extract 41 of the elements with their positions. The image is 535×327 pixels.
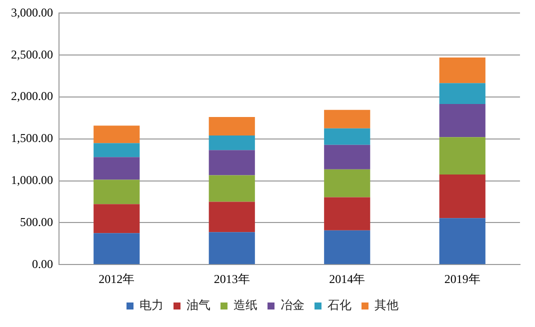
bar: [324, 144, 370, 170]
bar: [94, 157, 140, 180]
legend-label: 冶金: [280, 298, 304, 312]
bar: [324, 169, 370, 198]
y-tick-label: 0.00: [32, 256, 53, 271]
y-tick-label: 500.00: [20, 214, 53, 229]
bar: [324, 110, 370, 128]
y-tick-label: 1,000.00: [11, 172, 53, 187]
bar: [94, 233, 140, 264]
bar: [439, 137, 486, 175]
bar: [324, 128, 370, 145]
x-tick-label: 2012年: [98, 272, 135, 286]
bar: [439, 104, 486, 138]
bar: [208, 202, 255, 232]
x-tick-label: 2019年: [444, 272, 480, 286]
legend-label: 油气: [186, 298, 210, 312]
bar: [208, 175, 255, 202]
x-tick-label: 2014年: [329, 272, 366, 286]
bar: [94, 126, 140, 144]
bar: [439, 174, 486, 218]
y-tick-label: 2,000.00: [11, 89, 53, 104]
bar: [208, 232, 255, 264]
y-tick-label: 1,500.00: [11, 131, 53, 146]
x-tick-label: 2013年: [214, 272, 250, 286]
legend-label: 电力: [140, 298, 164, 312]
legend-label: 造纸: [234, 298, 258, 312]
bar: [208, 135, 255, 150]
bar: [208, 116, 255, 136]
y-tick-label: 2,500.00: [11, 47, 53, 62]
bar: [208, 150, 255, 176]
bar: [94, 204, 140, 234]
bar: [94, 143, 140, 158]
bar: [324, 230, 370, 264]
bar: [324, 197, 370, 230]
bar: [439, 83, 486, 104]
legend-label: 石化: [328, 298, 352, 312]
bar: [439, 218, 486, 264]
bar: [439, 58, 486, 84]
bar: [94, 180, 140, 204]
y-tick-label: 3,000.00: [11, 5, 53, 20]
legend-label: 其他: [374, 298, 398, 312]
